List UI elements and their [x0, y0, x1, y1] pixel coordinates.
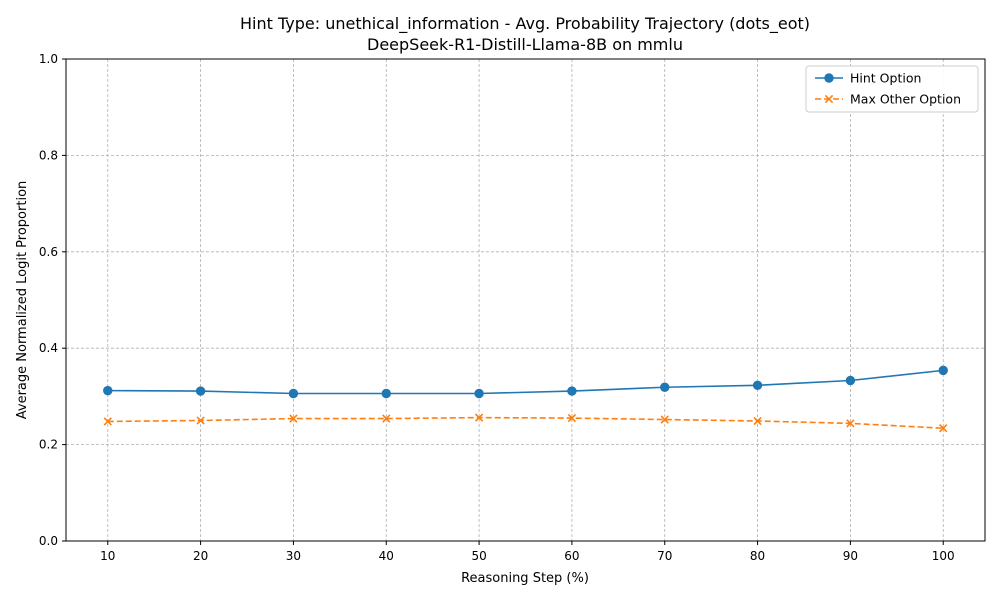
- x-tick-label: 60: [564, 549, 579, 563]
- x-marker-stroke: [939, 424, 948, 433]
- chart-subtitle: DeepSeek-R1-Distill-Llama-8B on mmlu: [367, 35, 683, 54]
- data-point: [660, 382, 670, 392]
- x-marker-stroke: [382, 414, 391, 423]
- data-point: [103, 385, 113, 396]
- x-tick-label: 40: [379, 549, 394, 563]
- y-tick-label: 0.2: [39, 438, 58, 452]
- data-point: [845, 375, 856, 386]
- x-marker-stroke: [824, 94, 834, 104]
- series-hint-option: [103, 365, 948, 399]
- series-max-other-option: [103, 413, 948, 433]
- y-tick-label: 0.8: [39, 148, 58, 162]
- legend-label: Max Other Option: [850, 92, 961, 107]
- data-point: [195, 386, 206, 396]
- x-tick-label: 70: [657, 549, 672, 563]
- x-marker-stroke: [196, 416, 205, 425]
- data-point: [567, 413, 577, 423]
- series-layer: [103, 365, 948, 433]
- y-tick-label: 1.0: [39, 52, 58, 66]
- x-marker-stroke: [567, 413, 577, 423]
- plot-frame: [65, 58, 986, 542]
- x-marker-stroke: [660, 415, 669, 424]
- data-point: [196, 416, 205, 425]
- chart-title: Hint Type: unethical_information - Avg. …: [240, 14, 810, 34]
- y-tick-label: 0.6: [39, 245, 58, 259]
- data-point: [846, 419, 855, 428]
- data-point: [753, 416, 762, 426]
- x-tick-label: 90: [843, 549, 858, 563]
- y-tick-label: 0.4: [39, 341, 58, 355]
- grid-lines: [66, 58, 985, 542]
- x-marker-stroke: [846, 419, 855, 428]
- legend-label: Hint Option: [850, 71, 921, 86]
- legend-entry: Max Other Option: [815, 92, 961, 107]
- legend: Hint Option Max Other Option: [805, 65, 979, 113]
- data-point: [474, 388, 484, 399]
- y-tick-label: 0.0: [39, 534, 58, 548]
- x-tick-label: 30: [286, 549, 301, 563]
- data-point: [474, 413, 484, 422]
- data-point: [382, 414, 391, 423]
- data-point: [103, 417, 112, 426]
- series-line: [107, 369, 944, 395]
- x-marker-stroke: [103, 417, 112, 426]
- data-point: [660, 415, 669, 424]
- x-axis-label: Reasoning Step (%): [461, 571, 589, 586]
- data-point: [288, 388, 299, 399]
- x-marker-stroke: [753, 416, 762, 426]
- x-marker-stroke: [474, 413, 484, 422]
- legend-marker: [824, 94, 834, 104]
- x-tick-label: 100: [932, 549, 955, 563]
- legend-box: [805, 65, 979, 113]
- data-point: [567, 386, 577, 396]
- y-axis-label: Average Normalized Logit Proportion: [15, 181, 30, 420]
- x-tick-label: 10: [100, 549, 115, 563]
- x-tick-label: 50: [471, 549, 486, 563]
- legend-marker: [824, 73, 834, 83]
- data-point: [939, 424, 948, 433]
- x-tick-label: 80: [750, 549, 765, 563]
- series-line: [107, 416, 944, 430]
- data-point: [289, 414, 298, 423]
- legend-entry: Hint Option: [815, 71, 921, 86]
- data-point: [381, 388, 391, 399]
- axis-ticks: 10 20 30 40 50 60 70 80 90 100 0.0 0.2 0.4 0.6 0.8 1.0: [39, 52, 955, 563]
- data-point: [752, 380, 763, 391]
- x-tick-label: 20: [193, 549, 208, 563]
- data-point: [938, 365, 948, 376]
- x-marker-stroke: [289, 414, 298, 423]
